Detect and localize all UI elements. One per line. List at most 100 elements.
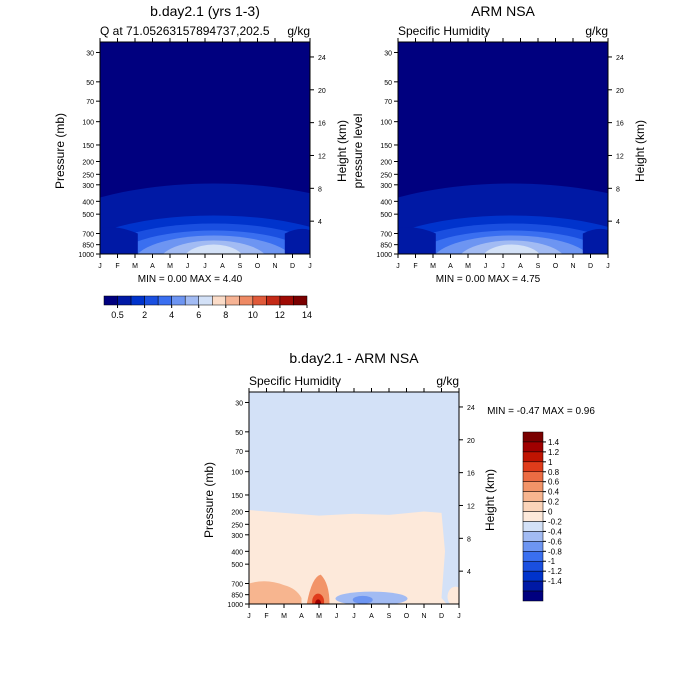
panel-diff-xtick-label: A xyxy=(369,613,374,620)
colorbar-absolute-swatch xyxy=(293,295,308,306)
colorbar-absolute-swatch xyxy=(144,295,159,306)
colorbar-difference-swatch xyxy=(522,431,544,443)
colorbar-difference-label: 1.2 xyxy=(548,448,560,457)
panel-model-ytick-right-label: 12 xyxy=(318,153,326,160)
panel-model-xtick-label: D xyxy=(290,263,295,270)
panel-obs-band-7 xyxy=(483,244,540,254)
panel-diff-xtick-label: A xyxy=(299,613,304,620)
panel-obs-band-1 xyxy=(582,228,608,254)
panel-obs-ylabel-right: Height (km) xyxy=(633,120,647,182)
colorbar-difference-label: 0.8 xyxy=(548,468,560,477)
panel-obs-ytick-label: 50 xyxy=(384,80,392,87)
panel-diff-subtitle-left: Specific Humidity xyxy=(249,374,341,388)
colorbar-difference-label: -0.6 xyxy=(548,537,562,546)
panel-diff-xtick-label: M xyxy=(281,613,287,620)
colorbar-difference: 1.41.210.80.60.40.20-0.2-0.4-0.6-0.8-1-1… xyxy=(522,431,562,602)
panel-obs-xtick-label: J xyxy=(484,263,488,270)
panel-obs-ytick-label: 150 xyxy=(380,143,392,150)
colorbar-difference-label: -1.2 xyxy=(548,567,562,576)
panel-diff-xtick-label: M xyxy=(316,613,322,620)
panel-model-ytick-label: 250 xyxy=(82,172,94,179)
panel-model-ytick-label: 850 xyxy=(82,243,94,250)
panel-obs-xtick-label: O xyxy=(553,263,559,270)
panel-model-field xyxy=(100,42,310,254)
panel-model-ytick-label: 700 xyxy=(82,232,94,239)
panel-diff-ytick-right-label: 4 xyxy=(467,569,471,576)
colorbar-absolute-swatch xyxy=(171,295,186,306)
colorbar-difference-label: 0.2 xyxy=(548,498,560,507)
panel-diff-ytick-label: 700 xyxy=(231,582,243,589)
colorbar-absolute-swatch xyxy=(279,295,294,306)
panel-diff-xtick-label: O xyxy=(404,613,410,620)
panel-diff-xtick-label: J xyxy=(352,613,356,620)
panel-diff-ytick-label: 300 xyxy=(231,533,243,540)
colorbar-difference-label: 1 xyxy=(548,458,553,467)
panel-diff-band-pos-small xyxy=(447,586,459,604)
panel-model-xtick-label: S xyxy=(238,263,243,270)
panel-obs-ytick-right-label: 8 xyxy=(616,186,620,193)
colorbar-difference-swatch xyxy=(522,501,544,512)
panel-obs-xtick-label: J xyxy=(606,263,610,270)
panel-obs-ytick-label: 70 xyxy=(384,99,392,106)
colorbar-difference-label: -1 xyxy=(548,557,556,566)
colorbar-difference-swatch xyxy=(522,511,544,522)
colorbar-absolute-swatch xyxy=(252,295,267,306)
panel-obs-stats: MIN = 0.00 MAX = 4.75 xyxy=(436,274,541,285)
panel-obs-band-1 xyxy=(398,183,608,254)
panel-diff-title: b.day2.1 - ARM NSA xyxy=(289,350,419,366)
panel-model-band-1 xyxy=(284,228,310,254)
panel-model-ytick-label: 1000 xyxy=(78,252,94,259)
panel-model-ytick-label: 400 xyxy=(82,199,94,206)
panel-diff-ytick-label: 250 xyxy=(231,522,243,529)
panel-model-xtick-label: J xyxy=(186,263,190,270)
colorbar-absolute-label: 10 xyxy=(248,310,258,320)
panel-obs-ytick-right-label: 24 xyxy=(616,55,624,62)
panel-diff-ytick-right-label: 20 xyxy=(467,438,475,445)
panel-diff-ytick-label: 100 xyxy=(231,470,243,477)
colorbar-absolute-label: 0.5 xyxy=(111,310,124,320)
panel-diff-ytick-right-label: 12 xyxy=(467,503,475,510)
panel-diff-ytick-right-label: 8 xyxy=(467,536,471,543)
panel-diff-band-pos-mid xyxy=(249,581,302,604)
colorbar-difference-label: 0.6 xyxy=(548,478,560,487)
panel-model-title: b.day2.1 (yrs 1-3) xyxy=(150,3,260,19)
panel-obs-ytick-label: 850 xyxy=(380,243,392,250)
panel-obs-ytick-right-label: 4 xyxy=(616,219,620,226)
panel-model-ytick-label: 70 xyxy=(86,99,94,106)
panel-diff-ytick-label: 30 xyxy=(235,400,243,407)
panel-diff-ytick-label: 850 xyxy=(231,593,243,600)
panel-obs-ytick-label: 500 xyxy=(380,212,392,219)
panel-obs-ytick-right-label: 20 xyxy=(616,88,624,95)
panel-obs-xtick-label: D xyxy=(588,263,593,270)
panel-model-xtick-label: A xyxy=(220,263,225,270)
colorbar-difference-swatch xyxy=(522,541,544,552)
panel-model-ytick-label: 30 xyxy=(86,50,94,57)
colorbar-difference-label: -0.8 xyxy=(548,547,562,556)
colorbar-absolute-swatch xyxy=(130,295,145,306)
panel-diff-xtick-label: J xyxy=(335,613,339,620)
panel-diff: b.day2.1 - ARM NSA Specific Humidity g/k… xyxy=(202,350,595,620)
panel-model-ytick-right-label: 16 xyxy=(318,121,326,128)
panel-diff-ylabel-right: Height (km) xyxy=(483,469,497,531)
panel-diff-xtick-label: J xyxy=(457,613,461,620)
panel-diff-ytick-label: 70 xyxy=(235,449,243,456)
colorbar-absolute-swatch xyxy=(239,295,254,306)
colorbar-difference-label: 1.4 xyxy=(548,438,560,447)
panel-diff-ytick-label: 150 xyxy=(231,493,243,500)
panel-diff-band-pos-high xyxy=(312,593,325,604)
panel-obs-xtick-label: N xyxy=(570,263,575,270)
panel-model-xtick-label: A xyxy=(150,263,155,270)
colorbar-absolute-label: 4 xyxy=(169,310,174,320)
colorbar-difference-label: 0 xyxy=(548,508,553,517)
panel-model: b.day2.1 (yrs 1-3) Q at 71.0526315789473… xyxy=(53,3,349,285)
panel-diff-band-pos-small xyxy=(249,510,447,604)
colorbar-difference-swatch xyxy=(522,580,544,592)
colorbar-difference-swatch xyxy=(522,471,544,482)
panel-obs-ytick-label: 700 xyxy=(380,232,392,239)
panel-obs-band-1 xyxy=(398,227,436,254)
panel-obs-ytick-label: 300 xyxy=(380,183,392,190)
panel-model-ytick-right-label: 20 xyxy=(318,88,326,95)
panel-model-subtitle-right: g/kg xyxy=(287,24,310,38)
panel-obs-ytick-right-label: 16 xyxy=(616,121,624,128)
